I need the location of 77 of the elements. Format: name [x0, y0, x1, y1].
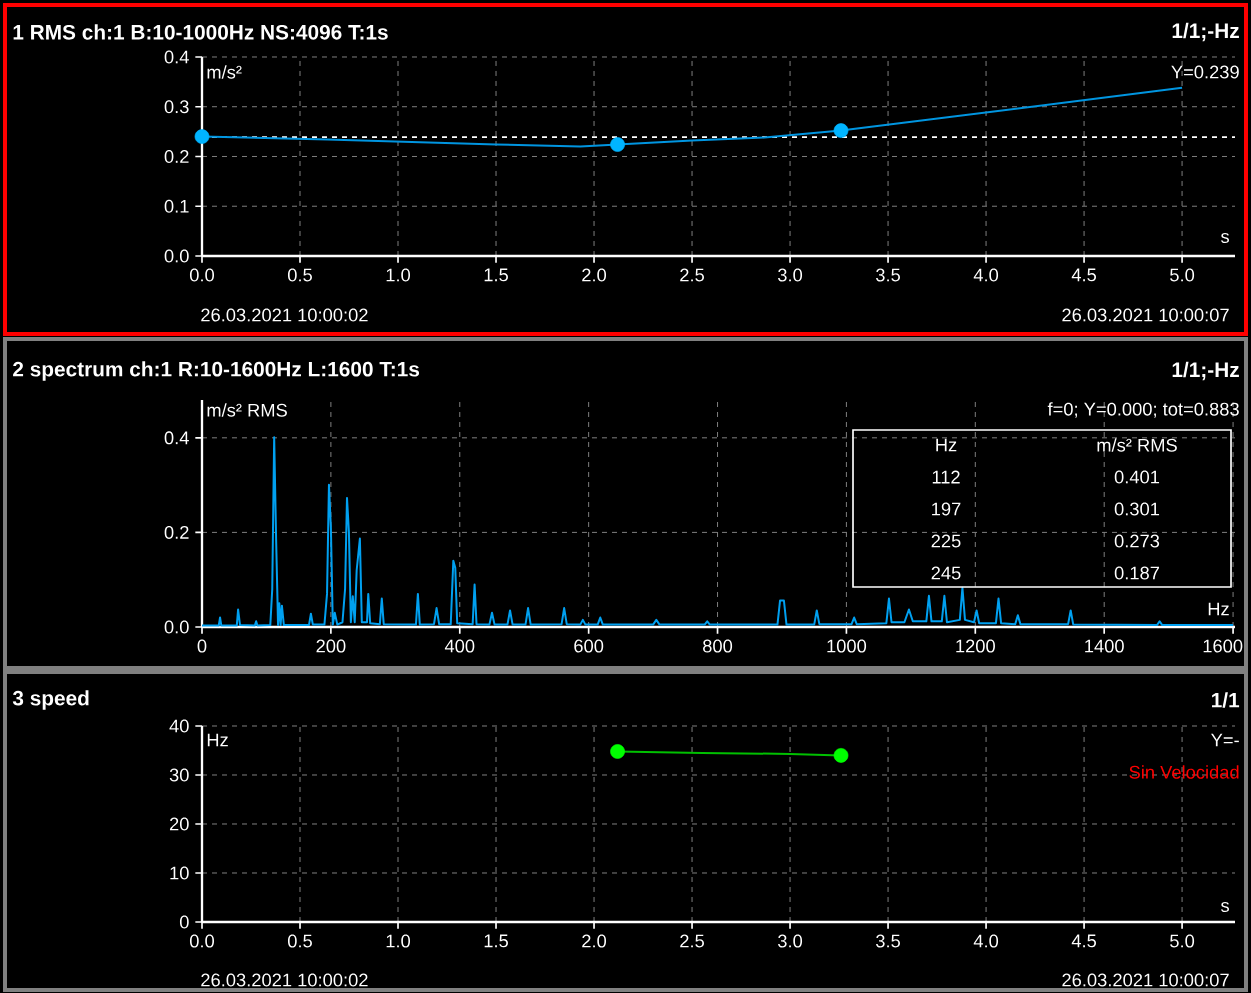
- y-tick-label: 0.2: [164, 150, 189, 163]
- x-tick-label: 4.5: [1071, 268, 1097, 282]
- annotation: Y=-: [1211, 733, 1239, 747]
- x-tick-label: 1.5: [484, 268, 508, 282]
- x-axis-title: s: [1221, 901, 1229, 912]
- text: 26.03.2021 10:00:02: [201, 973, 368, 987]
- text: 26.03.2021 10:00:07: [1062, 308, 1229, 322]
- point: [833, 123, 849, 138]
- x-tick-label: 5.0: [1170, 934, 1195, 948]
- annotation: 0.401: [1114, 470, 1160, 484]
- x-tick-label: 1.5: [484, 934, 508, 948]
- annotation: f=0; Y=0.000; tot=0.883: [1047, 402, 1239, 418]
- y-tick-label: 30: [169, 768, 189, 782]
- x-tick-label: 1.0: [386, 934, 411, 948]
- x-tick-label: 2.0: [582, 268, 607, 282]
- x-tick-label: 0: [197, 639, 207, 653]
- annotation: 197: [932, 502, 961, 516]
- y-tick-label: 10: [170, 866, 189, 880]
- chart-subtitle: 1/1: [1212, 692, 1240, 708]
- x-tick-label: 3.0: [778, 934, 803, 948]
- annotation: 0.187: [1114, 566, 1160, 580]
- point: [194, 129, 210, 144]
- x-tick-label: 1200: [956, 639, 995, 653]
- y-axis-title: m/s²: [207, 65, 242, 79]
- x-tick-label: 0.0: [189, 268, 215, 282]
- annotation: Y=0.239: [1171, 65, 1239, 79]
- annotation: 0.273: [1114, 534, 1160, 548]
- x-tick-label: 2.5: [680, 934, 704, 948]
- x-axis-title: s: [1221, 232, 1229, 243]
- annotation: Sin Velocidad: [1129, 765, 1239, 779]
- x-axis-title: Hz: [1208, 602, 1229, 616]
- x-tick-label: 1600: [1203, 639, 1243, 653]
- x-tick-label: 3.5: [876, 934, 901, 948]
- x-tick-label: 4.0: [973, 268, 999, 282]
- text: 26.03.2021 10:00:07: [1062, 973, 1229, 987]
- x-tick-label: 3.5: [876, 268, 901, 282]
- chart-title: 1 RMS ch:1 B:10-1000Hz NS:4096 T:1s: [13, 24, 388, 40]
- x-tick-label: 1400: [1085, 639, 1124, 653]
- point: [610, 137, 625, 152]
- y-tick-label: 20: [169, 817, 189, 831]
- y-axis-title: Hz: [207, 733, 228, 747]
- x-tick-label: 0.0: [189, 934, 215, 948]
- y-tick-label: 0: [179, 915, 189, 929]
- y-tick-label: 0.0: [164, 249, 189, 263]
- x-tick-label: 2.5: [680, 268, 704, 282]
- y-tick-label: 0.0: [164, 620, 189, 634]
- x-tick-label: 4.0: [973, 934, 999, 948]
- y-tick-label: 0.3: [164, 100, 189, 114]
- y-tick-label: 0.2: [164, 525, 189, 539]
- y-tick-label: 0.4: [164, 50, 189, 64]
- chart-title: 3 speed: [12, 690, 89, 710]
- x-tick-label: 1000: [827, 639, 867, 653]
- chart-title: 2 spectrum ch:1 R:10-1600Hz L:1600 T:1s: [13, 361, 420, 381]
- x-tick-label: 400: [444, 639, 475, 653]
- x-tick-label: 0.5: [287, 934, 312, 948]
- chart-subtitle: 1/1;-Hz: [1172, 22, 1239, 42]
- y-axis-title: m/s² RMS: [207, 403, 287, 417]
- x-tick-label: 800: [703, 639, 733, 653]
- x-tick-label: 1.0: [386, 268, 411, 282]
- x-tick-label: 600: [574, 639, 604, 653]
- x-tick-label: 4.5: [1071, 934, 1097, 948]
- annotation: 245: [931, 566, 961, 580]
- x-tick-label: 3.0: [778, 268, 803, 282]
- x-tick-label: 200: [316, 639, 346, 653]
- x-tick-label: 2.0: [582, 934, 607, 948]
- annotation: 0.301: [1114, 502, 1160, 516]
- annotation: m/s² RMS: [1097, 438, 1177, 452]
- x-tick-label: 5.0: [1170, 268, 1195, 282]
- y-tick-label: 0.4: [164, 431, 189, 445]
- annotation: Hz: [936, 438, 957, 452]
- chart-subtitle: 1/1;-Hz: [1172, 361, 1239, 381]
- y-tick-label: 0.1: [164, 199, 189, 213]
- annotation: 112: [932, 470, 960, 484]
- x-tick-label: 0.5: [287, 268, 312, 282]
- y-tick-label: 40: [169, 719, 189, 733]
- annotation: 225: [931, 534, 961, 548]
- text: 26.03.2021 10:00:02: [201, 308, 368, 322]
